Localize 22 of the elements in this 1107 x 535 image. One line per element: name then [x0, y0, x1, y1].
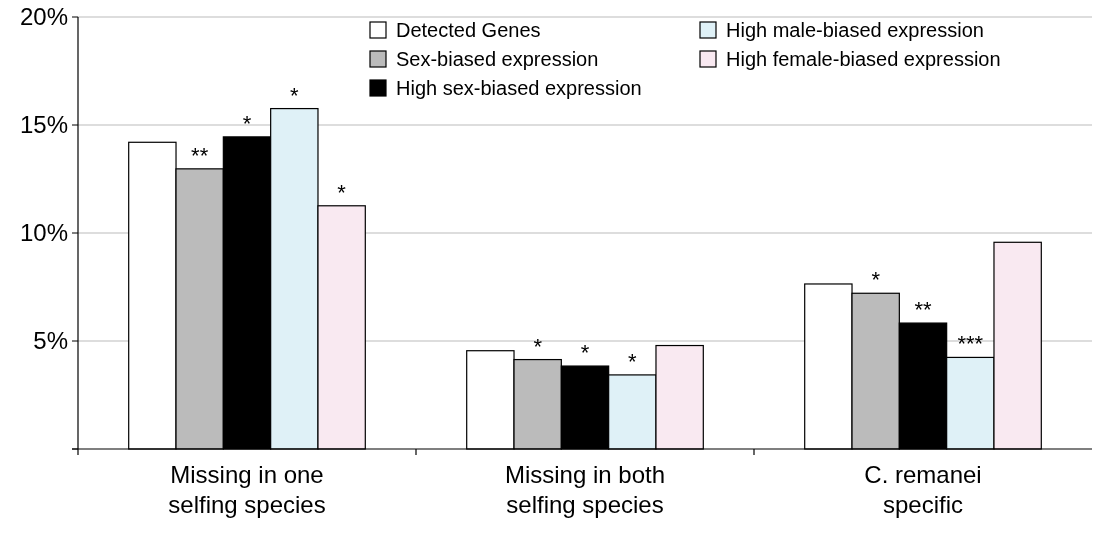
- data-label: **: [191, 142, 209, 168]
- data-label: *: [337, 179, 347, 205]
- y-tick-label: 5%: [33, 327, 68, 355]
- data-label: *: [242, 110, 252, 136]
- legend-label: Detected Genes: [396, 19, 541, 41]
- legend-label: Sex-biased expression: [396, 48, 599, 70]
- y-tick-label: 10%: [19, 219, 68, 247]
- data-label: **: [914, 297, 932, 323]
- data-label: *: [290, 82, 300, 108]
- data-label: ***: [957, 331, 984, 357]
- data-label: *: [580, 340, 590, 366]
- x-tick-label: C. remanei specific: [864, 461, 982, 518]
- legend-label: High male-biased expression: [726, 19, 984, 41]
- data-label: *: [533, 333, 543, 359]
- data-label: *: [628, 348, 638, 374]
- y-tick-label: 20%: [19, 3, 68, 31]
- data-label: *: [871, 267, 881, 293]
- x-tick-label: Missing in one selfing species: [168, 461, 326, 518]
- y-tick-label: 15%: [19, 111, 68, 139]
- x-tick-label: Missing in both selfing species: [504, 461, 666, 518]
- legend-label: High female-biased expression: [726, 48, 1001, 70]
- legend-label: High sex-biased expression: [396, 77, 642, 99]
